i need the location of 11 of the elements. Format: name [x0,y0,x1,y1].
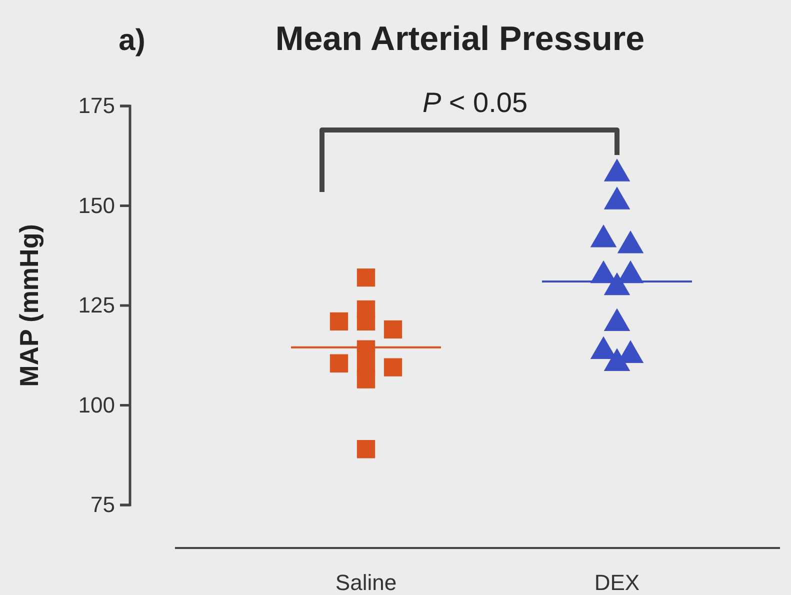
y-tick-label: 75 [90,492,115,518]
annotation: P < 0.05 [422,87,528,118]
y-tick-label: 175 [78,93,115,118]
text: a) [118,24,146,57]
x-tick-label: DEX [594,570,640,595]
y-tick-label: 100 [78,392,115,418]
y-tick-label: 150 [78,192,115,218]
x-tick-label: Saline [335,570,397,595]
chart-title: Mean Arterial Pressure [275,20,645,58]
y-tick-label: 125 [78,292,115,318]
y-axis-title: MAP (mmHg) [14,224,44,387]
